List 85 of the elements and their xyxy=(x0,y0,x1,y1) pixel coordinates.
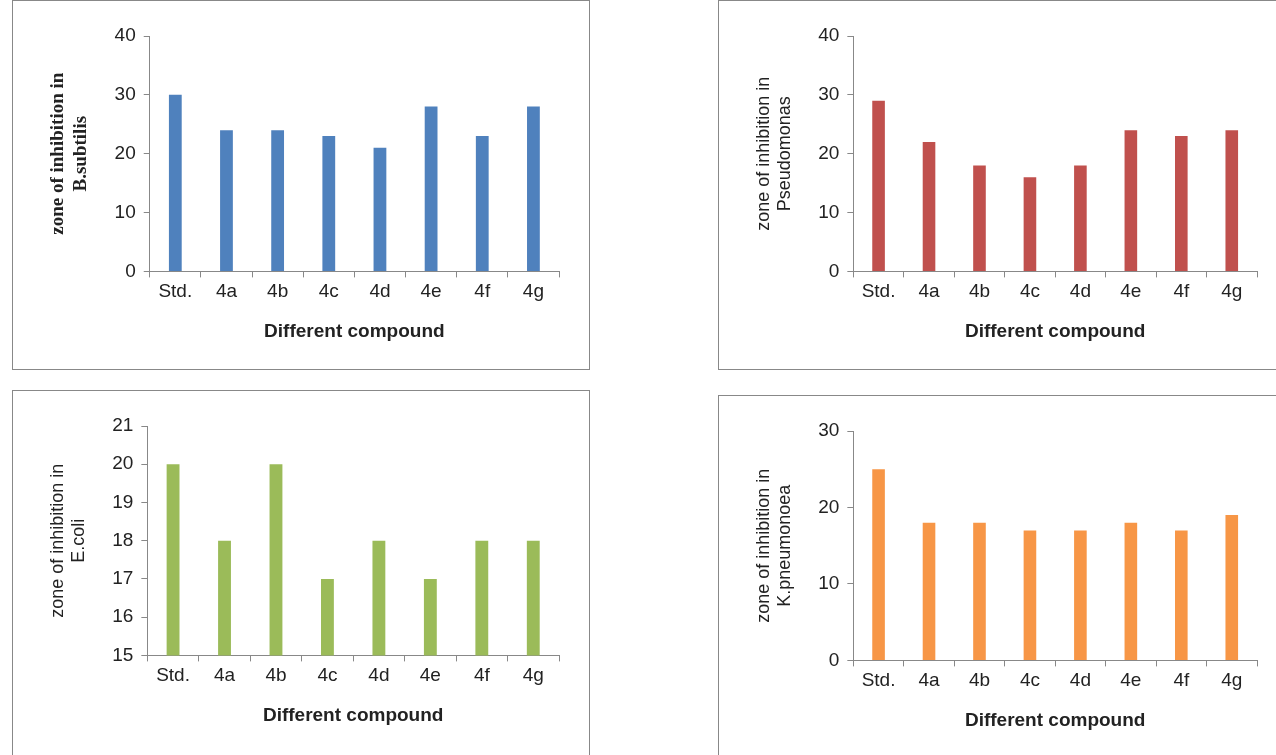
y-tick-label: 30 xyxy=(818,83,840,105)
bar xyxy=(424,106,438,271)
bar xyxy=(322,136,336,271)
y-tick-label: 30 xyxy=(818,419,840,441)
x-tick-label: 4b xyxy=(267,280,289,302)
x-tick-label: Std. xyxy=(861,669,896,691)
x-tick-label: 4b xyxy=(265,664,287,686)
bar xyxy=(872,469,885,660)
bar xyxy=(973,165,986,271)
y-axis-title: zone of inhibition in B.subtilis xyxy=(46,72,91,235)
bar xyxy=(1175,530,1188,660)
x-tick-label: 4g xyxy=(1221,280,1243,302)
x-tick-label: 4d xyxy=(369,280,391,302)
x-tick-label: Std. xyxy=(158,280,193,302)
y-tick-label: 30 xyxy=(114,83,136,105)
y-tick-label: 40 xyxy=(818,24,840,46)
x-tick-label: 4a xyxy=(918,669,941,691)
bar xyxy=(1023,530,1037,660)
bar xyxy=(973,522,986,660)
x-tick-label: 4f xyxy=(473,664,491,686)
x-axis-title: Different compound xyxy=(262,703,444,725)
y-tick-label: 0 xyxy=(125,259,136,281)
bar xyxy=(475,136,489,271)
x-tick-label: 4a xyxy=(213,664,236,686)
y-tick-label: 18 xyxy=(112,528,134,550)
y-axis-title: zone of inhibition in K.pneumonoea xyxy=(752,468,795,623)
x-tick-label: 4c xyxy=(1019,669,1040,691)
x-axis-title: Different compound xyxy=(964,708,1146,730)
bar xyxy=(220,130,233,271)
bar xyxy=(1124,522,1138,660)
bar xyxy=(1124,130,1138,271)
y-tick-label: 0 xyxy=(828,259,840,281)
bar xyxy=(1074,530,1087,660)
y-axis-title: zone of inhibition in Pseudomonas xyxy=(752,76,795,231)
bar xyxy=(373,147,387,271)
x-tick-label: 4a xyxy=(215,280,238,302)
bar xyxy=(527,106,540,271)
y-tick-label: 10 xyxy=(818,572,840,594)
x-axis-title: Different compound xyxy=(964,319,1146,341)
x-tick-label: 4g xyxy=(1221,669,1243,691)
y-tick-label: 10 xyxy=(818,200,840,222)
x-tick-label: 4c xyxy=(1019,280,1040,302)
bar xyxy=(1225,130,1239,271)
y-tick-label: 40 xyxy=(114,24,136,46)
x-tick-label: 4e xyxy=(1120,669,1142,691)
y-tick-label: 19 xyxy=(112,490,134,512)
bar xyxy=(922,522,936,660)
x-tick-label: 4f xyxy=(1173,669,1190,691)
bar xyxy=(1225,515,1239,660)
x-tick-label: Std. xyxy=(156,664,190,686)
bar xyxy=(1023,177,1037,271)
x-tick-label: 4c xyxy=(318,280,339,302)
bar xyxy=(168,94,182,271)
x-tick-label: 4e xyxy=(420,280,442,302)
y-tick-label: 15 xyxy=(112,643,134,665)
x-tick-label: 4a xyxy=(918,280,941,302)
y-tick-label: 16 xyxy=(112,605,134,627)
x-tick-label: 4f xyxy=(474,280,491,302)
y-tick-label: 17 xyxy=(112,567,134,589)
x-tick-label: 4d xyxy=(1069,280,1091,302)
x-tick-label: 4e xyxy=(1120,280,1142,302)
y-tick-label: 20 xyxy=(112,452,134,474)
bar xyxy=(271,130,285,271)
x-tick-label: 4b xyxy=(968,280,991,302)
x-tick-label: 4d xyxy=(1069,669,1091,691)
x-axis-title: Different compound xyxy=(264,319,445,341)
bar xyxy=(922,141,936,271)
y-tick-label: 20 xyxy=(114,141,136,163)
bar xyxy=(1074,165,1087,271)
y-tick-label: 21 xyxy=(112,414,134,436)
x-tick-label: 4e xyxy=(419,664,441,686)
x-tick-label: 4f xyxy=(1173,280,1190,302)
y-tick-label: 20 xyxy=(818,495,840,517)
y-tick-label: 0 xyxy=(828,648,840,670)
x-tick-label: 4c xyxy=(317,664,338,686)
x-tick-label: 4g xyxy=(522,280,544,302)
bar xyxy=(872,100,885,271)
x-tick-label: 4d xyxy=(368,664,390,686)
bar xyxy=(1175,136,1188,271)
x-tick-label: Std. xyxy=(861,280,896,302)
y-tick-label: 10 xyxy=(114,200,136,222)
y-axis-title: zone of inhibition in E.coli xyxy=(46,463,89,618)
y-tick-label: 20 xyxy=(818,141,840,163)
x-tick-label: 4g xyxy=(522,664,544,686)
x-tick-label: 4b xyxy=(968,669,991,691)
